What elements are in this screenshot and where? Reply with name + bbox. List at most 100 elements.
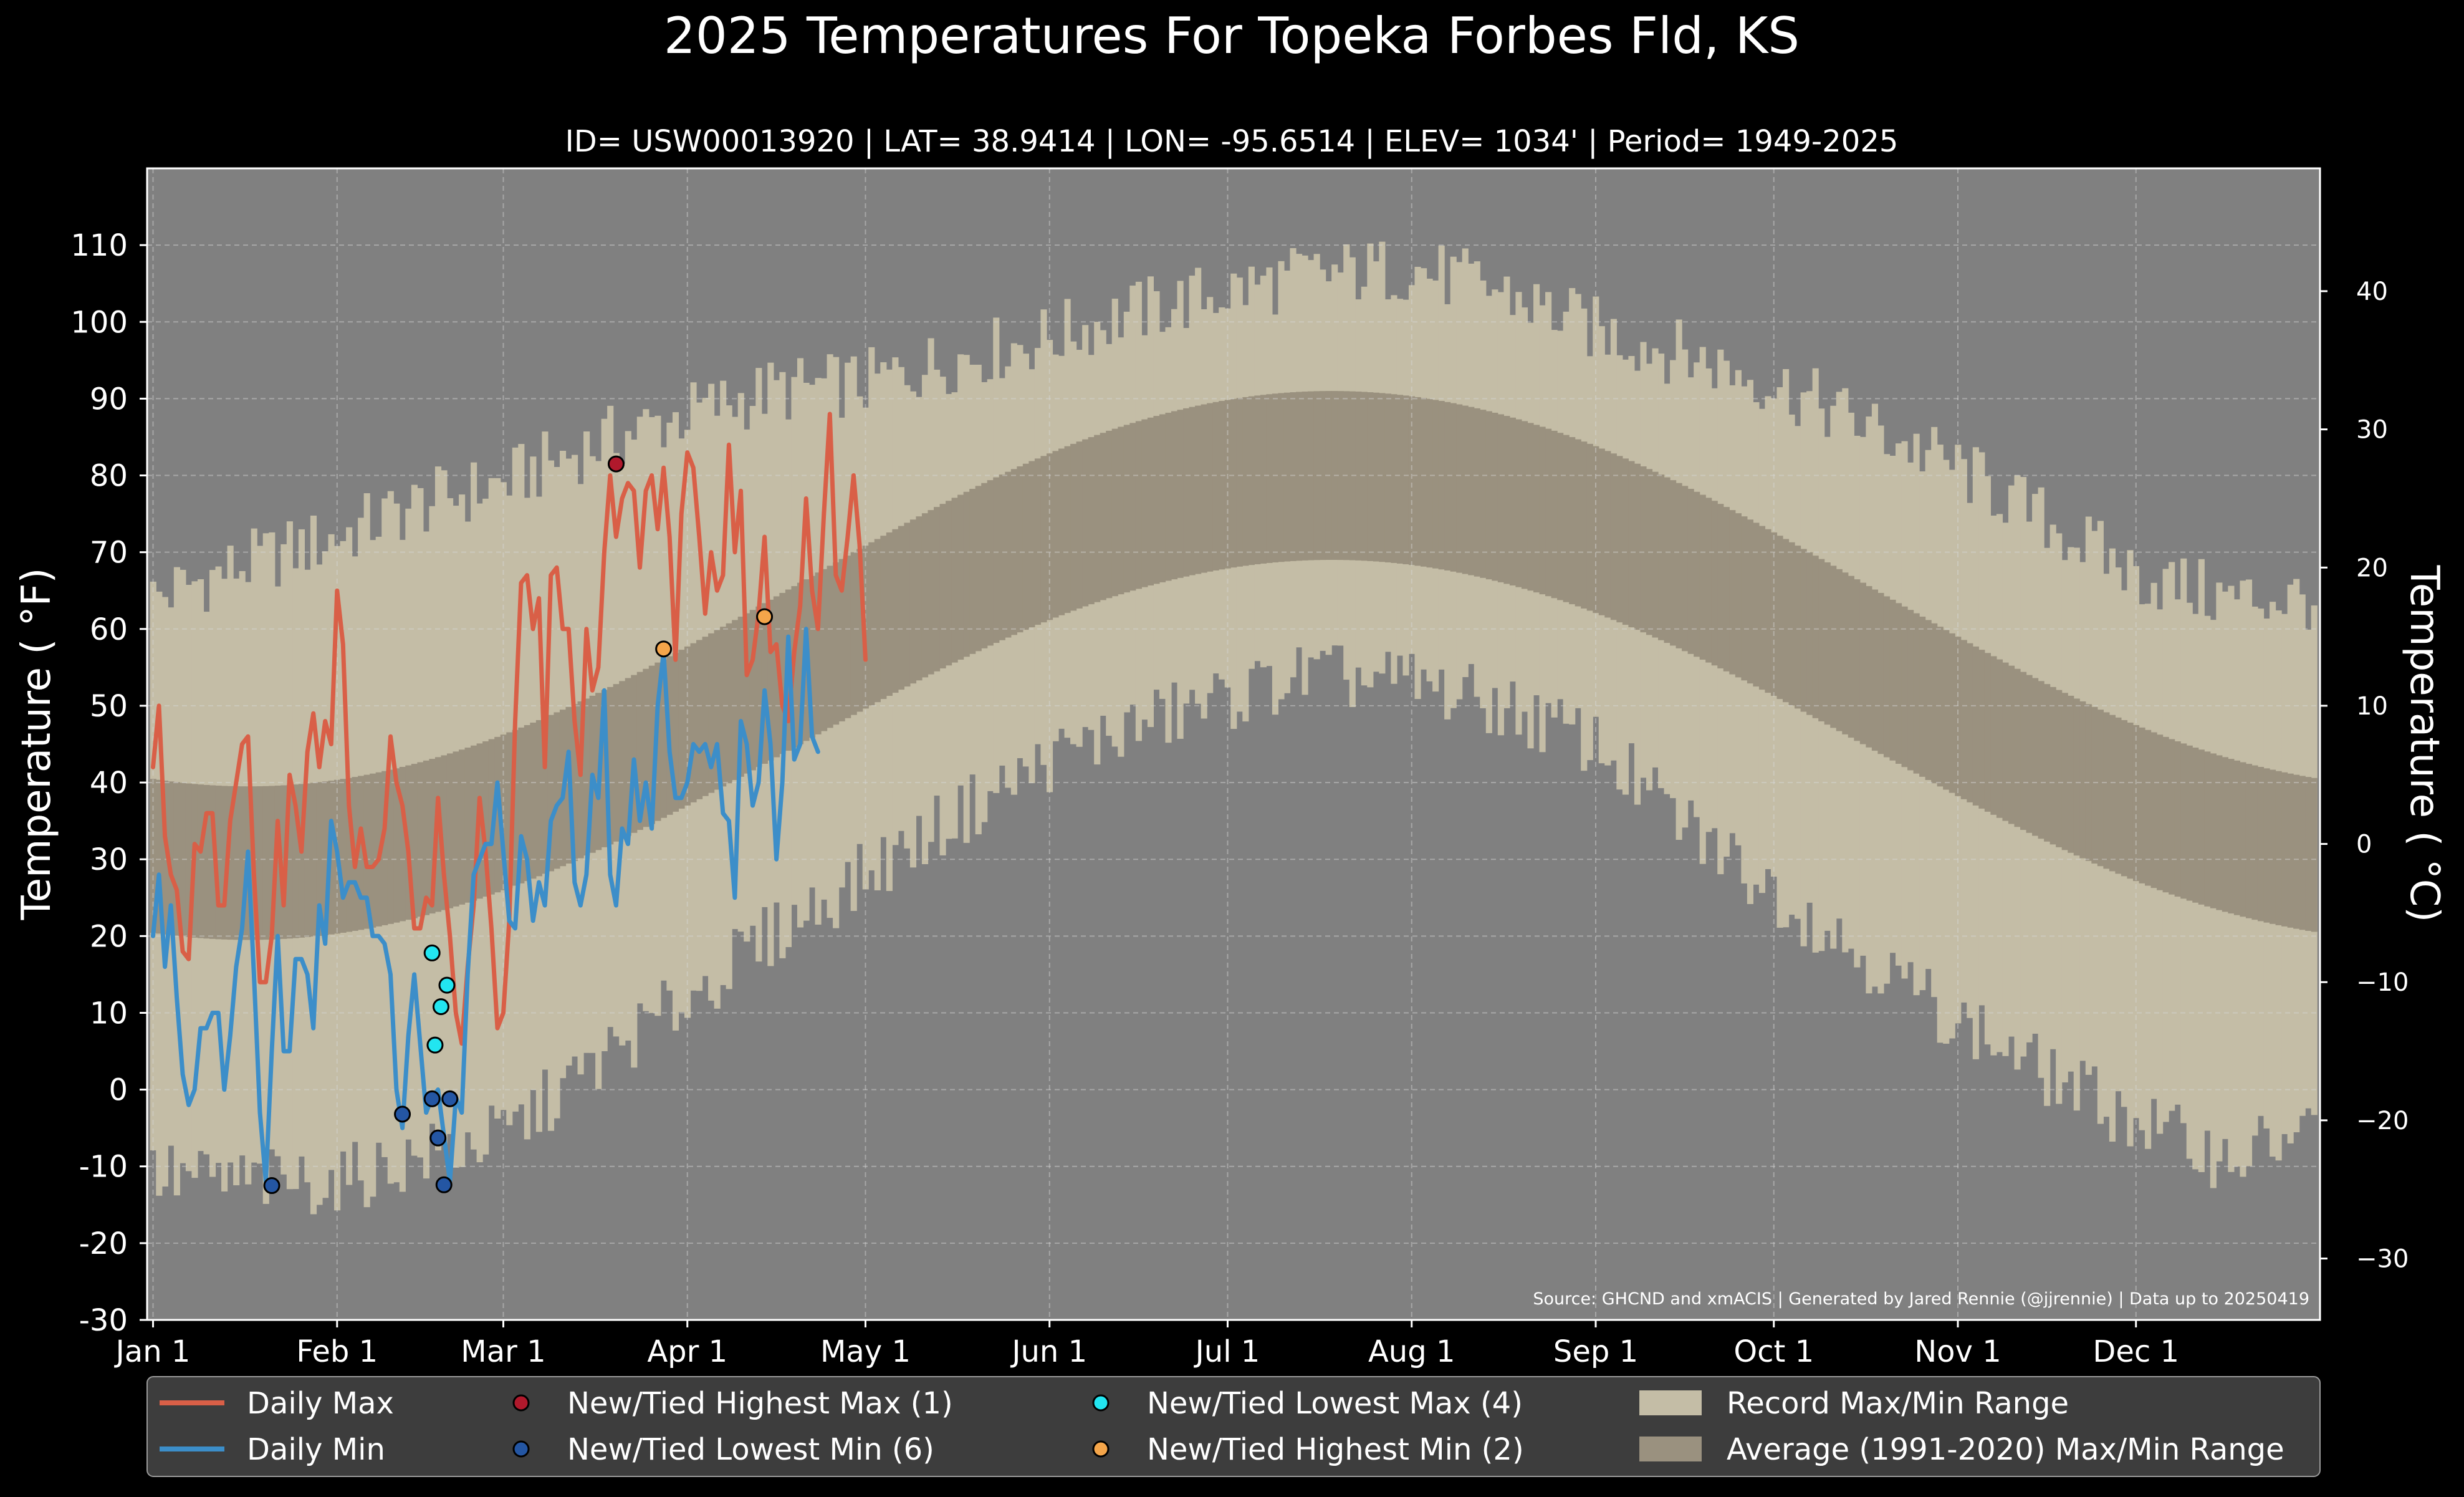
average-range-bar: [1147, 417, 1154, 586]
average-range-bar: [845, 556, 851, 718]
average-range-bar: [1432, 400, 1439, 569]
average-range-bar: [1450, 403, 1457, 572]
average-range-bar: [2162, 736, 2169, 893]
average-range-bar: [1195, 405, 1202, 574]
average-range-bar: [2180, 743, 2187, 899]
average-range-bar: [981, 483, 988, 648]
average-range-bar: [1349, 391, 1356, 561]
average-range-bar: [1058, 448, 1065, 615]
average-range-bar: [1664, 477, 1671, 643]
average-range-bar: [1509, 417, 1517, 586]
x-tick-label: Oct 1: [1733, 1334, 1814, 1369]
average-range-bar: [1729, 510, 1736, 675]
average-range-bar: [1456, 404, 1463, 573]
average-range-bar: [969, 489, 976, 654]
average-range-bar: [1177, 410, 1184, 578]
legend-dot-swatch: [512, 1394, 530, 1412]
average-range-bar: [1723, 507, 1730, 671]
average-range-bar: [1593, 446, 1599, 614]
average-range-bar: [1521, 421, 1528, 589]
average-range-bar: [1201, 404, 1207, 573]
y2-tick-label: 30: [2356, 416, 2388, 445]
average-range-bar: [1391, 394, 1397, 563]
average-range-bar: [1646, 469, 1653, 635]
average-range-bar: [1675, 483, 1682, 648]
average-range-bar: [1367, 392, 1374, 561]
average-range-bar: [1901, 606, 1908, 768]
average-range-bar: [1207, 403, 1214, 572]
legend: Daily Max Daily Min New/Tied Highest Max (…: [146, 1376, 2321, 1477]
average-range-bar: [2222, 757, 2228, 912]
average-range-bar: [821, 569, 828, 731]
average-range-bar: [2008, 665, 2015, 824]
chart-subtitle: ID= USW00013920 | LAT= 38.9414 | LON= -9…: [565, 124, 1899, 159]
average-range-bar: [874, 539, 881, 703]
x-tick-label: Sep 1: [1553, 1334, 1638, 1369]
average-range-bar: [358, 776, 365, 930]
average-range-bar: [1717, 504, 1724, 669]
new-lowest-max-marker: [438, 976, 456, 994]
average-range-bar: [304, 783, 311, 937]
average-range-bar: [1272, 393, 1279, 563]
average-range-bar: [161, 781, 168, 935]
average-range-bar: [1788, 542, 1795, 706]
average-range-bar: [535, 720, 542, 877]
average-range-bar: [1254, 395, 1261, 565]
average-range-bar: [1022, 463, 1030, 630]
average-range-bar: [524, 724, 530, 882]
average-range-bar: [2121, 720, 2128, 877]
x-tick-label: Jan 1: [114, 1334, 191, 1369]
average-range-bar: [1266, 394, 1273, 563]
average-range-bar: [1990, 656, 1997, 815]
legend-box-swatch: [1639, 1437, 1702, 1461]
average-range-bar: [690, 643, 697, 802]
average-range-bar: [601, 690, 608, 847]
average-range-bar: [2198, 749, 2205, 905]
legend-label: Record Max/Min Range: [1727, 1386, 2069, 1421]
average-range-bar: [1960, 640, 1967, 799]
average-range-bar: [1943, 630, 1950, 790]
average-range-bar: [2150, 732, 2157, 888]
average-range-bar: [1123, 425, 1130, 593]
average-range-bar: [494, 736, 501, 893]
average-range-bar: [1165, 412, 1172, 581]
average-range-bar: [370, 773, 376, 928]
average-range-bars: [150, 391, 2318, 940]
average-range-bar: [423, 760, 430, 915]
average-range-bar: [1515, 419, 1522, 587]
average-range-bar: [1189, 407, 1196, 575]
source-note: Source: GHCND and xmACIS | Generated by …: [1533, 1289, 2309, 1309]
average-range-bar: [2061, 693, 2068, 850]
average-range-bar: [1438, 401, 1445, 570]
average-range-bar: [1159, 414, 1166, 582]
average-range-bar: [363, 774, 370, 929]
average-range-bar: [441, 755, 448, 910]
average-range-bar: [660, 659, 668, 818]
y-tick-label: -10: [79, 1150, 128, 1185]
average-range-bar: [909, 519, 917, 684]
average-range-bar: [2127, 723, 2134, 879]
average-range-bar: [607, 686, 614, 845]
average-range-bar: [1818, 559, 1825, 722]
new-lowest-min-marker: [441, 1090, 459, 1107]
average-range-bar: [1628, 461, 1635, 628]
average-range-bar: [1331, 391, 1338, 560]
average-range-bar: [1984, 653, 1991, 812]
legend-label: Average (1991-2020) Max/Min Range: [1727, 1432, 2284, 1467]
plot-frame: [146, 167, 2321, 1321]
average-range-bar: [916, 516, 923, 681]
new-lowest-max-marker: [432, 998, 449, 1016]
average-range-bar: [827, 566, 833, 728]
average-range-bar: [1859, 582, 1866, 744]
average-range-bar: [2251, 765, 2258, 920]
average-range-bar: [2115, 717, 2122, 874]
average-range-bar: [2293, 774, 2300, 929]
average-range-bar: [636, 671, 643, 830]
average-range-bar: [310, 782, 317, 937]
average-range-bar: [1937, 627, 1944, 787]
average-range-bar: [488, 739, 495, 895]
average-range-bar: [726, 623, 732, 784]
average-range-bar: [1795, 546, 1801, 709]
average-range-bar: [999, 474, 1005, 640]
average-range-bar: [2145, 729, 2152, 886]
